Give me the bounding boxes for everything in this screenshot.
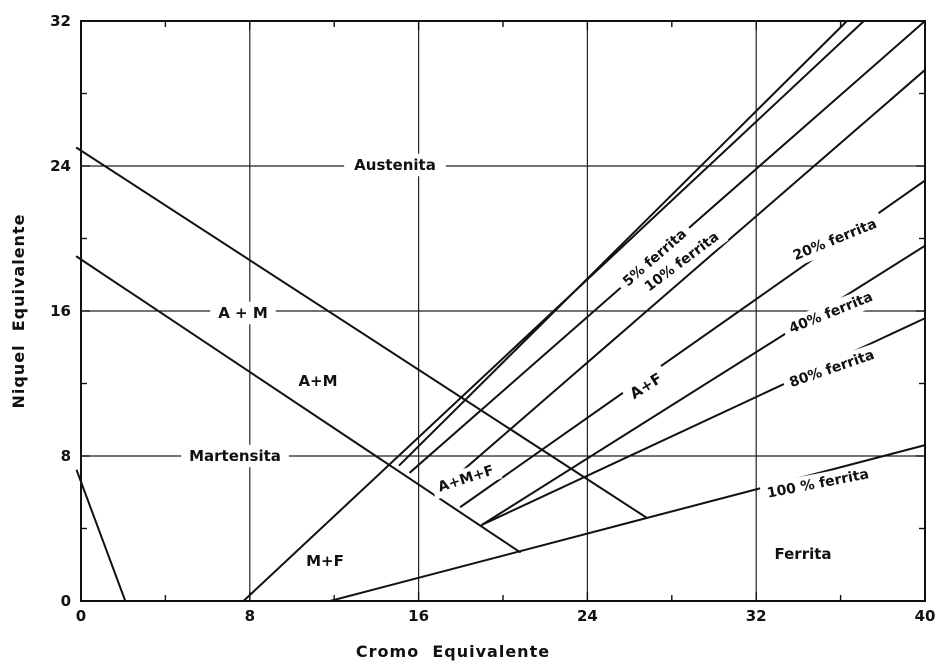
x-tick-label: 16 <box>408 607 429 625</box>
line-label-ferrite-40-knockout <box>780 284 882 342</box>
line-label-ferrite-20: 20% ferrita <box>784 211 886 269</box>
x-tick-label: 0 <box>76 607 86 625</box>
region-labels: Austenita A + M A+M Martensita A+F A+M+F M+F Fe… <box>181 153 886 570</box>
region-label-a-m-upper-knockout <box>210 301 276 325</box>
line-label-ferrite-10-knockout <box>635 223 729 301</box>
line-label-ferrite-40: 40% ferrita <box>780 284 882 342</box>
line-label-ferrite-80: 80% ferrita <box>780 342 884 396</box>
region-label-austenita: Austenita <box>344 153 446 177</box>
x-tick-label: 24 <box>577 607 598 625</box>
y-tick-label: 32 <box>50 12 71 30</box>
y-tick-label: 24 <box>50 157 71 175</box>
boundary-ms-limit <box>75 469 127 602</box>
line-label-ferrite-100-text: 100 % ferrita <box>766 466 870 501</box>
region-label-a-m-text: A+M <box>298 372 337 390</box>
line-label-ferrite-40-text: 40% ferrita <box>787 289 875 337</box>
x-tick-label: 40 <box>915 607 936 625</box>
boundary-ferrite-80 <box>480 244 926 526</box>
region-label-martensita-text: Martensita <box>189 447 281 465</box>
region-label-ferrita-text: Ferrita <box>774 545 831 563</box>
boundary-austenite-martensite-upper <box>75 146 648 519</box>
region-label-a-m-upper: A + M <box>210 301 276 325</box>
y-tick-label: 8 <box>61 447 71 465</box>
line-label-ferrite-100-knockout <box>759 462 877 506</box>
region-label-a-m-f: A+M+F <box>429 458 503 500</box>
boundary-ferrite-20 <box>442 68 926 488</box>
region-label-austenita-text: Austenita <box>354 156 436 174</box>
x-tick-label: 8 <box>245 607 255 625</box>
region-label-martensita-knockout <box>181 444 289 468</box>
region-label-a-m: A+M <box>298 372 337 390</box>
boundary-ferrite-5 <box>398 20 848 467</box>
region-label-martensita: Martensita <box>181 444 289 468</box>
line-label-ferrite-80-knockout <box>780 342 884 396</box>
region-label-austenita-knockout <box>344 153 446 177</box>
y-tick-label: 16 <box>50 302 71 320</box>
boundary-austenite-martensite-lower <box>75 255 521 554</box>
region-label-a-m-f-knockout <box>429 458 503 500</box>
region-label-a-m-upper-text: A + M <box>218 304 268 322</box>
region-label-a-f-knockout <box>620 364 672 408</box>
region-label-ferrita: Ferrita <box>774 545 831 563</box>
y-tick-label: 0 <box>61 592 71 610</box>
line-label-ferrite-100: 100 % ferrita <box>759 462 877 506</box>
x-axis-title: Cromo Equivalente <box>356 642 550 661</box>
line-label-ferrite-20-knockout <box>784 211 886 269</box>
axis-ticks: 0 8 16 24 32 40 0 8 16 24 32 <box>50 12 935 625</box>
x-tick-label: 32 <box>746 607 767 625</box>
line-label-ferrite-5-knockout <box>613 220 697 296</box>
boundary-ferrite-100 <box>328 444 926 602</box>
region-label-m-f-text: M+F <box>306 552 344 570</box>
y-axis-title: Niquel Equivalente <box>9 214 28 409</box>
region-label-m-f: M+F <box>306 552 344 570</box>
region-label-a-f: A+F <box>620 364 672 408</box>
line-label-ferrite-20-text: 20% ferrita <box>791 216 879 264</box>
